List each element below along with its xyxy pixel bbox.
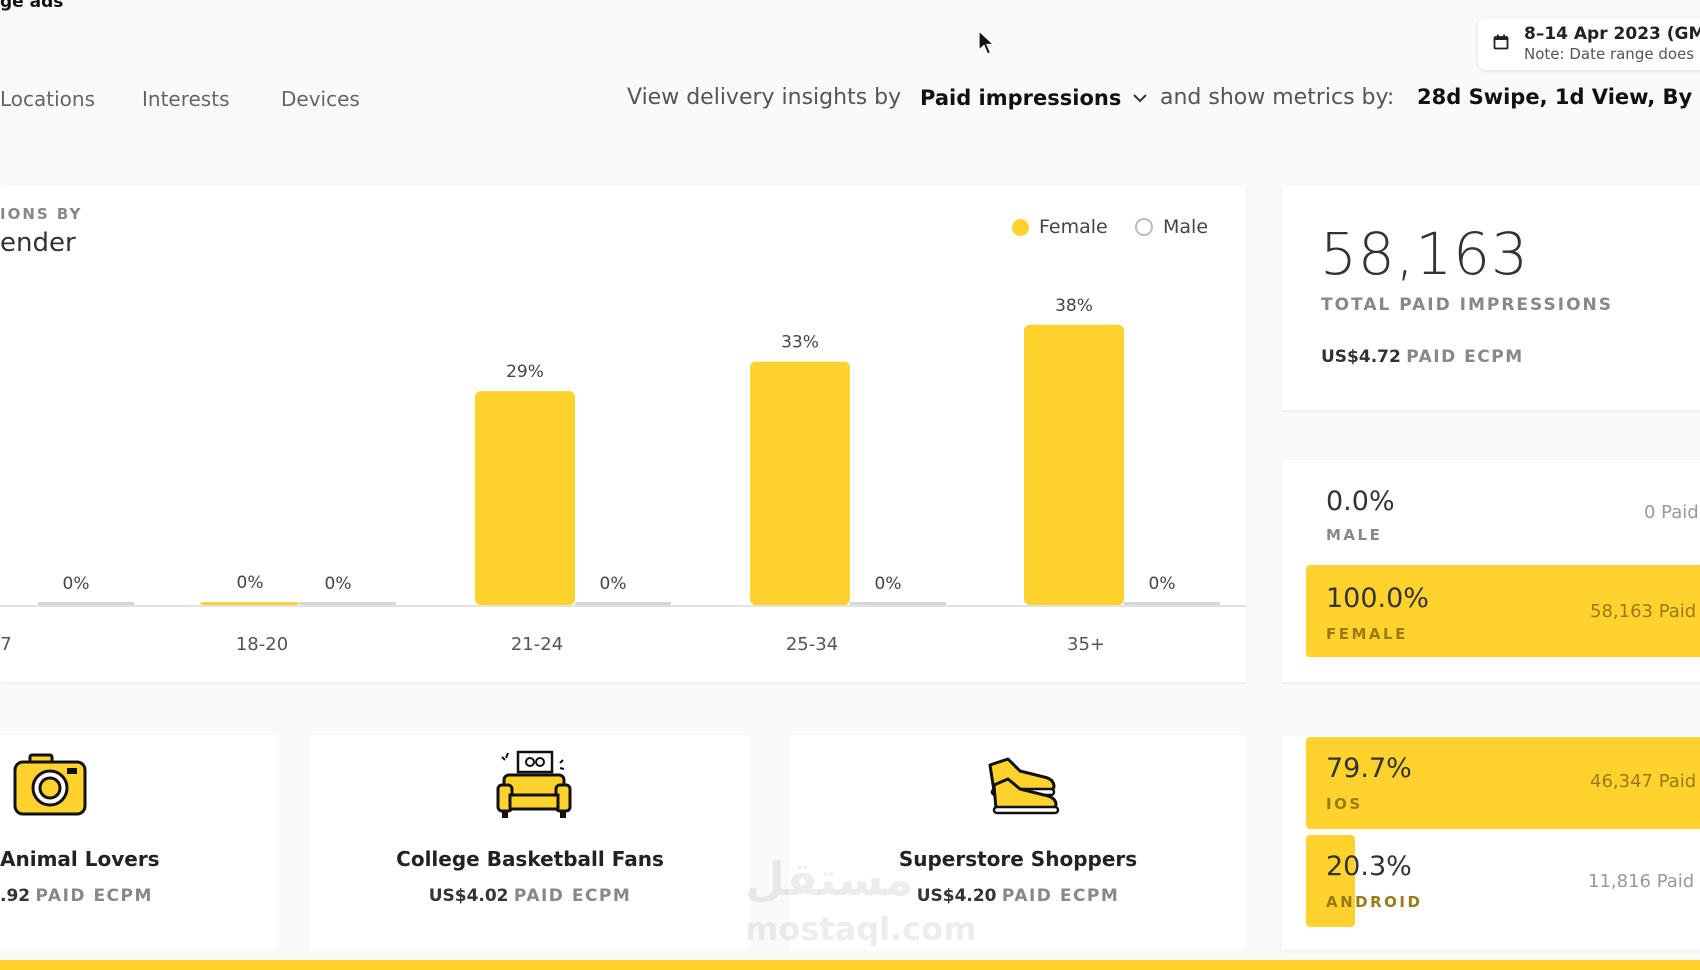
female-label: FEMALE xyxy=(1326,625,1408,643)
mouse-cursor-icon xyxy=(978,30,996,55)
android-label: ANDROID xyxy=(1326,893,1423,911)
android-share-bar xyxy=(1306,835,1356,927)
female-bar-21-24 xyxy=(475,391,575,605)
chart-title: ender xyxy=(0,228,76,258)
watermark-arabic: مستقل xyxy=(745,852,914,906)
camera-icon xyxy=(13,753,87,816)
date-range-note: Note: Date range does xyxy=(1524,45,1695,63)
x-tick-label: 21-24 xyxy=(511,634,563,655)
ios-pct: 79.7% xyxy=(1326,753,1412,784)
android-paid: 11,816 Paid xyxy=(1588,871,1695,892)
male-bar-21-24 xyxy=(575,602,671,605)
male-bar-25-34 xyxy=(850,602,946,605)
legend-male-swatch xyxy=(1135,218,1153,236)
female-pct: 100.0% xyxy=(1326,583,1429,614)
metrics-label: and show metrics by: xyxy=(1160,85,1395,110)
total-ecpm: US$4.72 PAID ECPM xyxy=(1321,347,1524,367)
male-bar-35+ xyxy=(1124,602,1220,605)
insights-metric-value: Paid impressions xyxy=(920,86,1122,110)
total-impressions-label: TOTAL PAID IMPRESSIONS xyxy=(1321,295,1614,315)
android-pct: 20.3% xyxy=(1326,851,1412,882)
male-bar-18-20 xyxy=(300,602,396,605)
x-tick-label: 35+ xyxy=(1067,634,1105,655)
male-data-label: 0% xyxy=(600,574,627,594)
total-impressions-card xyxy=(1282,185,1700,410)
total-impressions-value: 58,163 xyxy=(1320,220,1529,288)
legend-female[interactable]: Female xyxy=(1012,216,1108,238)
legend-male-label: Male xyxy=(1163,216,1209,238)
date-range-picker[interactable] xyxy=(1478,18,1700,70)
watermark-latin: mostaql.com xyxy=(745,910,977,948)
legend-female-label: Female xyxy=(1039,216,1108,238)
insights-metric-dropdown[interactable]: Paid impressions xyxy=(920,86,1148,110)
male-paid: 0 Paid xyxy=(1644,502,1699,523)
interest-name: College Basketball Fans xyxy=(396,847,664,871)
female-data-label: 33% xyxy=(781,333,819,353)
interest-card-superstore-shoppers[interactable]: Superstore Shoppers US$4.20 PAID ECPM xyxy=(790,735,1246,950)
x-tick-label: 18-20 xyxy=(236,634,288,655)
metrics-attribution-dropdown[interactable]: 28d Swipe, 1d View, By Conv xyxy=(1417,85,1700,109)
ios-label: IOS xyxy=(1326,795,1363,813)
interest-ecpm-value: .92 xyxy=(0,886,31,906)
gender-row-female: 100.0% FEMALE 58,163 Paid xyxy=(1306,565,1700,657)
date-range-value[interactable]: 8–14 Apr 2023 (GMT xyxy=(1524,24,1700,44)
female-paid: 58,163 Paid xyxy=(1590,601,1697,622)
female-bar-25-34 xyxy=(750,361,850,605)
interest-ecpm-label: PAID ECPM xyxy=(1001,886,1120,906)
interest-name: Animal Lovers xyxy=(0,847,160,871)
interest-ecpm-label: PAID ECPM xyxy=(35,886,153,906)
interest-ecpm-value: US$4.20 xyxy=(916,886,997,906)
male-data-label: 0% xyxy=(325,574,352,594)
total-ecpm-label: PAID ECPM xyxy=(1406,347,1524,367)
tab-locations[interactable]: Locations xyxy=(0,87,96,111)
interest-card-animal-lovers[interactable]: Animal Lovers .92 PAID ECPM xyxy=(0,735,276,950)
legend-male[interactable]: Male xyxy=(1135,216,1208,238)
sneakers-icon xyxy=(988,757,1060,815)
device-row-ios: 79.7% IOS 46,347 Paid xyxy=(1306,737,1700,829)
male-data-label: 0% xyxy=(875,574,902,594)
view-insights-label: View delivery insights by xyxy=(627,85,902,110)
chart-eyebrow: IONS BY xyxy=(0,205,83,223)
male-data-label: 0% xyxy=(63,574,90,594)
calendar-icon xyxy=(1493,34,1509,50)
page-title: ge ads xyxy=(0,0,64,12)
interest-card-college-basketball[interactable]: College Basketball Fans US$4.02 PAID ECP… xyxy=(310,735,750,950)
female-data-label: 38% xyxy=(1055,296,1093,316)
male-data-label: 0% xyxy=(1149,574,1176,594)
female-data-label: 0% xyxy=(237,573,264,593)
tab-interests[interactable]: Interests xyxy=(142,87,230,111)
male-bar-7 xyxy=(38,602,134,605)
total-ecpm-value: US$4.72 xyxy=(1321,347,1401,367)
chevron-down-icon xyxy=(1133,94,1148,103)
interest-ecpm-value: US$4.02 xyxy=(428,886,509,906)
female-data-label: 29% xyxy=(506,362,544,382)
couch-icon xyxy=(496,750,572,818)
age-gender-bar-chart: 0% 7 0% 0% 18-20 29% 0% 21-24 33% 0% 25-34 38% 0% 35+ xyxy=(0,296,1246,655)
interest-ecpm: US$4.02 PAID ECPM xyxy=(310,886,750,906)
interest-name: Superstore Shoppers xyxy=(898,847,1138,871)
ios-paid: 46,347 Paid xyxy=(1590,771,1697,792)
male-label: MALE xyxy=(1326,526,1383,544)
interest-ecpm-label: PAID ECPM xyxy=(513,886,632,906)
bottom-accent-strip xyxy=(0,960,1700,970)
gender-row-male: 0.0% MALE 0 Paid xyxy=(1306,478,1700,562)
female-bar-18-20 xyxy=(200,602,300,605)
legend-female-swatch xyxy=(1012,218,1029,236)
female-bar-35+ xyxy=(1024,324,1124,605)
interest-ecpm: US$4.20 PAID ECPM xyxy=(790,886,1246,906)
male-pct: 0.0% xyxy=(1326,486,1395,517)
x-tick-label: 7 xyxy=(0,634,11,655)
tab-devices[interactable]: Devices xyxy=(281,87,360,111)
interest-ecpm: .92 PAID ECPM xyxy=(0,886,153,906)
x-tick-label: 25-34 xyxy=(786,634,838,655)
device-row-android: 20.3% ANDROID 11,816 Paid xyxy=(1306,835,1700,927)
